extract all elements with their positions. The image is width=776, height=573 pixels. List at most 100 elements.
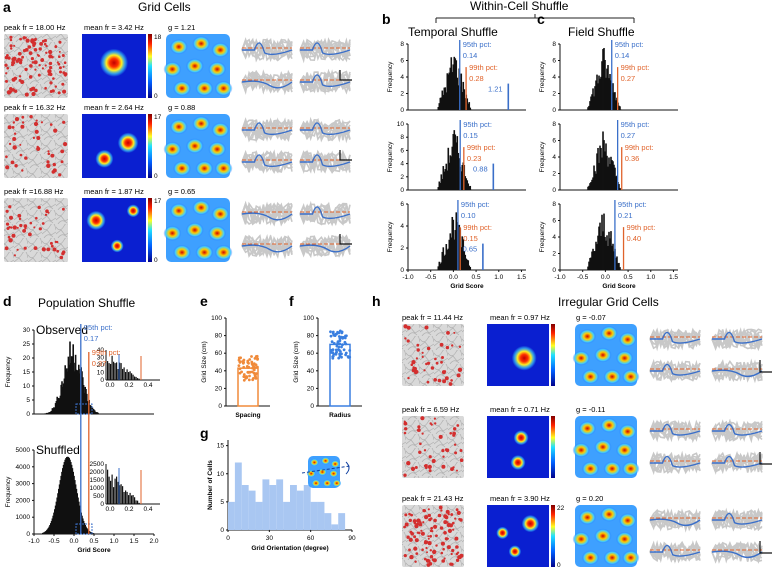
waveform-trace — [649, 358, 701, 382]
y-tick-label: 5000 — [16, 447, 31, 454]
spike-dot — [38, 63, 41, 67]
rate-map-field — [510, 455, 526, 470]
spike-dot — [431, 458, 436, 464]
autocorr-peak — [214, 160, 233, 177]
autocorr-peak — [211, 122, 230, 138]
shuffle-histogram: 0 2 4 6 8 10 Frequency 95th pct: 0.15 99th pct: 0.… — [387, 120, 526, 194]
autocorr-peak — [600, 325, 618, 341]
colorbar-gradient — [148, 198, 152, 262]
data-point — [237, 364, 241, 367]
spike-dot — [59, 70, 62, 74]
histogram-bar — [620, 189, 622, 190]
spike-dot — [11, 126, 15, 129]
histogram-bar — [588, 105, 590, 110]
spike-dot — [28, 51, 33, 55]
histogram-bar — [587, 107, 589, 110]
waveform-trace — [711, 328, 763, 350]
x-tick-label: -1.0 — [554, 274, 566, 281]
histogram-bar — [445, 244, 448, 270]
histogram-bar — [460, 247, 463, 270]
waveform-trace — [649, 509, 701, 532]
autocorrelogram — [163, 114, 233, 178]
autocorr-peak — [185, 138, 204, 154]
histogram-bar — [449, 155, 452, 190]
trajectory-map — [4, 198, 68, 262]
colorbar-min-label: 0 — [154, 93, 158, 100]
inset-bar — [110, 480, 112, 504]
y-tick-label: 8 — [552, 201, 556, 208]
x-axis-label: Radius — [329, 412, 351, 419]
spike-dot — [27, 45, 32, 49]
histogram-bar — [445, 92, 448, 110]
y-tick-label: 15 — [217, 443, 225, 450]
data-point — [256, 365, 259, 369]
spike-dot — [421, 355, 424, 358]
spike-dot — [35, 122, 39, 126]
spike-dot — [44, 213, 48, 216]
autocorr-peak — [578, 328, 597, 344]
spike-dot — [57, 62, 61, 66]
histogram-bar — [59, 480, 62, 534]
spike-dot — [34, 88, 38, 93]
y-tick-label: 20 — [23, 355, 31, 362]
data-point — [334, 348, 338, 352]
histogram-bar — [462, 239, 465, 270]
shuffle-histograms: 0 2 4 6 8 Frequency 95th pct: 0.14 99th pct: 0.28… — [387, 40, 678, 290]
histogram-bar — [618, 184, 620, 190]
p95-label: 95th pct: — [618, 200, 647, 209]
waveform-channel — [241, 149, 293, 175]
data-point — [338, 329, 342, 333]
rate-map-field — [99, 48, 129, 77]
observed-value: 0.88 — [473, 165, 488, 174]
peak-rate-label: peak fr = 11.44 Hz — [402, 313, 463, 322]
spike-dot — [414, 538, 419, 543]
grid-cells-title: Grid Cells — [138, 0, 191, 14]
histogram-bar — [67, 356, 70, 414]
spike-dot — [418, 522, 423, 527]
histogram-bar — [592, 88, 594, 110]
histogram-bar — [470, 189, 473, 190]
spike-dot — [18, 58, 21, 61]
spike-dot — [41, 67, 45, 70]
waveform-trace — [241, 70, 293, 93]
spike-dot — [453, 331, 456, 334]
spike-dot — [49, 90, 53, 93]
rate-map-field — [126, 204, 140, 218]
spike-dot — [24, 36, 27, 39]
data-point — [348, 349, 352, 352]
mean-rate-label: mean fr = 3.90 Hz — [490, 494, 550, 503]
irregular-grid-row: peak fr = 21.43 Hz mean fr = 3.90 Hz g = 0… — [402, 494, 772, 569]
colorbar-max-label: 22 — [557, 505, 565, 512]
x-tick-label: 0.5 — [472, 274, 481, 281]
x-tick-label: 0.5 — [89, 538, 98, 545]
waveform-trace — [241, 202, 293, 227]
spike-dot — [19, 223, 23, 228]
waveform-trace — [649, 328, 701, 352]
spike-dot — [46, 163, 51, 168]
spike-dot — [24, 67, 28, 72]
spike-dot — [433, 524, 438, 529]
inset-y-tick-label: 0 — [100, 377, 104, 384]
autocorr-peak — [214, 80, 233, 97]
histogram-bar — [442, 94, 445, 110]
orientation-bar — [262, 479, 270, 530]
autocorr-peak — [600, 417, 618, 433]
data-point — [340, 335, 343, 339]
spike-dot — [8, 142, 12, 146]
inset-bar — [117, 481, 119, 504]
inset-bar — [111, 355, 113, 380]
p95-value: 0.14 — [463, 51, 478, 60]
histogram-bar — [613, 92, 615, 110]
y-tick-label: 2 — [552, 251, 556, 258]
histogram-bar — [441, 178, 444, 190]
histogram-bar — [590, 96, 592, 110]
inset-bar — [123, 367, 125, 380]
spike-dot — [9, 90, 13, 93]
histogram-bar — [590, 257, 592, 270]
trajectory-map — [4, 114, 68, 178]
spike-dot — [62, 89, 67, 94]
spike-dot — [54, 45, 58, 49]
histogram-bar — [444, 254, 447, 270]
gridness-label: g = 1.21 — [168, 23, 195, 32]
